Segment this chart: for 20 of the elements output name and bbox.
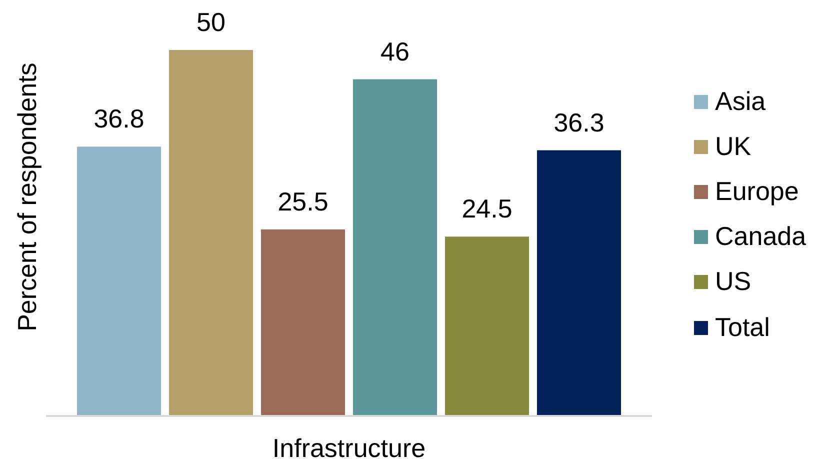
legend-label: Total [715, 312, 770, 342]
bar [537, 150, 621, 416]
legend-label: Europe [715, 176, 799, 207]
data-label: 46 [380, 36, 410, 66]
data-label: 36.3 [554, 107, 604, 138]
y-axis-title: Percent of respondents [12, 62, 42, 332]
legend-label: Asia [715, 86, 766, 117]
legend-label: US [715, 266, 752, 298]
bar [77, 146, 161, 416]
bar [169, 50, 253, 416]
x-axis-title: Infrastructure [272, 433, 426, 459]
data-label: 25.5 [278, 186, 328, 216]
legend-label: UK [715, 130, 752, 162]
legend-label: Canada [715, 221, 806, 252]
bar [261, 229, 345, 416]
bar [353, 79, 437, 416]
data-label: 36.8 [94, 104, 144, 134]
data-label: 24.5 [462, 194, 512, 224]
data-label: 50 [196, 7, 226, 37]
bar [445, 236, 529, 416]
